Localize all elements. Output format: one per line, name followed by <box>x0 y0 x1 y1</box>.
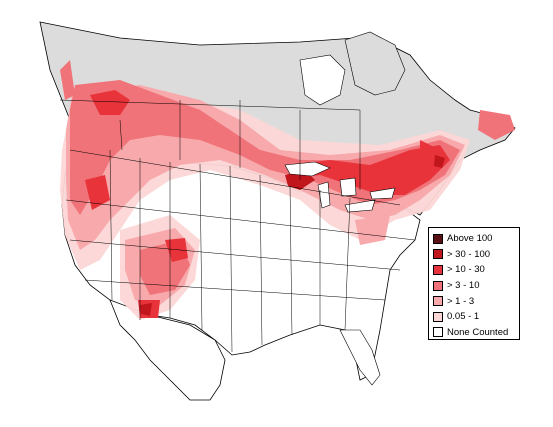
legend-label: > 10 - 30 <box>447 264 485 276</box>
legend-swatch <box>433 327 443 338</box>
great-lakes <box>284 161 396 213</box>
legend-item: Above 100 <box>433 231 519 247</box>
legend-label: Above 100 <box>447 233 493 245</box>
legend-swatch <box>433 233 443 244</box>
map-legend: Above 100 > 30 - 100 > 10 - 30 > 3 - 10 … <box>428 227 520 340</box>
legend-swatch <box>433 249 443 260</box>
florida <box>339 329 381 386</box>
legend-item: > 30 - 100 <box>433 247 519 263</box>
abundance-gt-10-30 <box>85 90 450 318</box>
legend-label: > 3 - 10 <box>447 280 480 292</box>
legend-label: 0.05 - 1 <box>447 311 480 323</box>
legend-label: > 1 - 3 <box>447 295 475 307</box>
legend-swatch <box>433 296 443 307</box>
legend-item: 0.05 - 1 <box>433 309 519 325</box>
boundary-lines <box>59 99 416 353</box>
legend-item: > 10 - 30 <box>433 262 519 278</box>
legend-label: > 30 - 100 <box>447 248 491 260</box>
hudson-bay <box>299 54 346 106</box>
legend-item: None Counted <box>433 325 519 341</box>
legend-swatch <box>433 311 443 322</box>
legend-label: None Counted <box>447 326 509 338</box>
legend-item: > 3 - 10 <box>433 278 519 294</box>
legend-swatch <box>433 264 443 275</box>
legend-swatch <box>433 280 443 291</box>
mexico-region <box>109 299 226 401</box>
labrador-region <box>344 31 406 96</box>
legend-item: > 1 - 3 <box>433 293 519 309</box>
